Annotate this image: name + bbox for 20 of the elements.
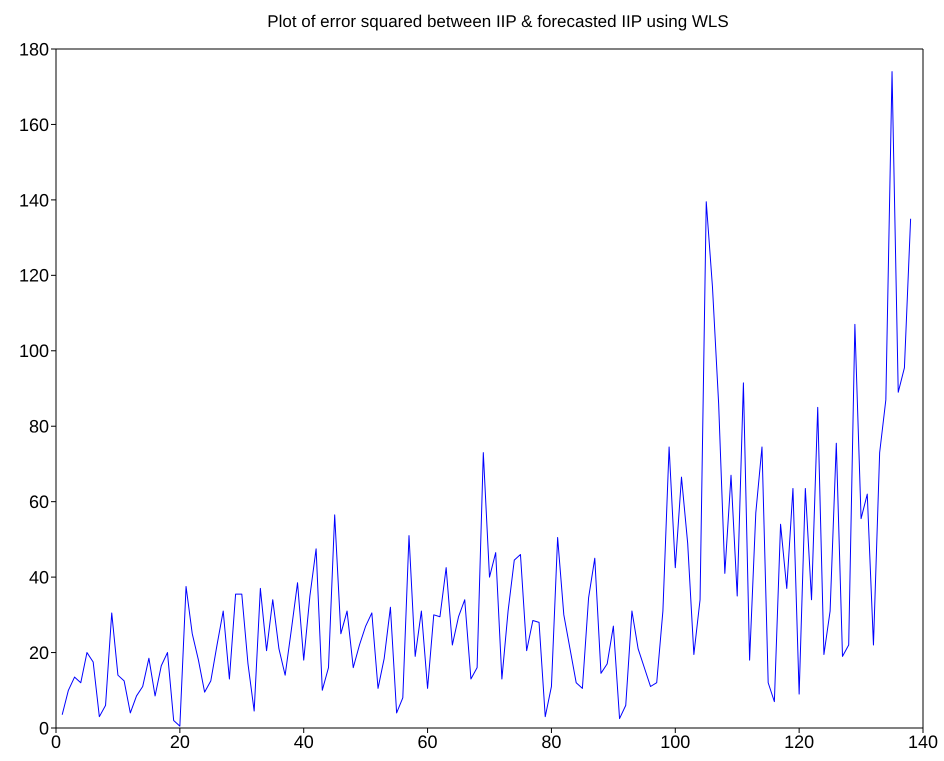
y-tick-label: 120 — [18, 266, 49, 286]
y-tick-label: 100 — [18, 341, 49, 362]
y-tick-label: 140 — [18, 190, 49, 210]
x-tick-label: 60 — [418, 732, 438, 752]
y-tick-label: 0 — [38, 718, 49, 738]
line-series — [62, 71, 912, 727]
y-tick-label: 180 — [18, 39, 49, 60]
chart-title: Plot of error squared between IIP & forecasted IIP using WLS — [266, 11, 730, 33]
y-tick-label: 60 — [28, 492, 49, 512]
x-tick-label: 80 — [541, 732, 562, 752]
y-tick-label: 40 — [28, 568, 49, 588]
x-tick-label: 0 — [50, 732, 62, 752]
x-tick-label: 100 — [660, 732, 690, 752]
x-tick-label: 20 — [170, 732, 190, 752]
y-tick-label: 80 — [28, 416, 49, 437]
y-tick-label: 20 — [28, 642, 49, 663]
x-tick-label: 120 — [784, 732, 814, 752]
y-tick-label: 160 — [18, 114, 49, 135]
x-tick-label: 140 — [908, 732, 938, 752]
x-tick-label: 40 — [294, 732, 314, 752]
